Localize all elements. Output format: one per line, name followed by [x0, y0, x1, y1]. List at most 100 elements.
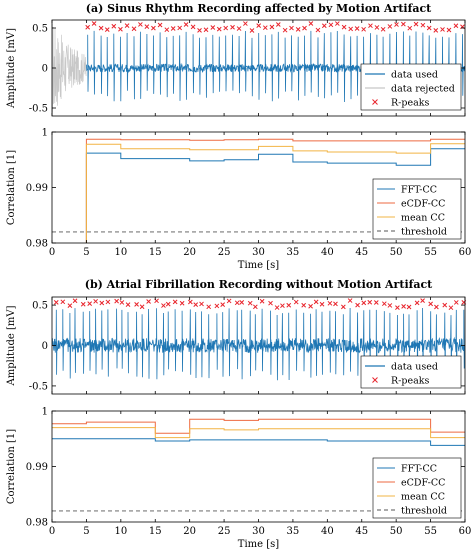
r-peak-marker — [105, 299, 111, 305]
r-peak-marker — [334, 21, 340, 26]
x-tick-label: 0 — [49, 526, 55, 537]
x-tick-label: 15 — [149, 526, 162, 537]
r-peak-marker — [203, 27, 209, 33]
x-tick-label: 15 — [149, 247, 162, 258]
legend: FFT-CC eCDF-CC mean CC threshold — [372, 178, 462, 240]
r-peak-marker — [453, 300, 459, 305]
series-fft-cc — [52, 438, 465, 446]
series-points — [51, 427, 466, 438]
r-peak-marker — [119, 300, 125, 305]
y-tick-label: 0.99 — [26, 183, 48, 194]
r-peak-marker — [315, 27, 321, 33]
y-axis-label: Correlation [1] — [6, 150, 17, 225]
x-tick-label: 60 — [459, 247, 472, 258]
x-tick-label: 30 — [252, 247, 265, 258]
legend: FFT-CC eCDF-CC mean CC threshold — [372, 457, 462, 519]
y-tick-label: 0 — [42, 64, 48, 75]
r-peak-marker — [165, 301, 171, 307]
r-peak-marker — [99, 300, 105, 306]
r-peak-marker — [442, 302, 448, 308]
r-peak-marker — [172, 299, 178, 305]
r-peak-marker — [354, 26, 360, 31]
x-tick-label: 10 — [114, 247, 127, 258]
r-peak-markers — [85, 21, 465, 33]
r-peak-marker — [131, 26, 137, 32]
r-peak-marker — [327, 300, 333, 306]
r-peak-marker — [433, 27, 439, 33]
x-tick-label: 55 — [424, 526, 437, 537]
x-axis-label: Time [s] — [238, 539, 279, 550]
x-tick-label: 20 — [183, 526, 196, 537]
legend-label: R-peaks — [391, 98, 429, 109]
r-peak-marker — [302, 25, 307, 31]
x-tick-label: 10 — [114, 526, 127, 537]
legend-marker-r-peaks — [372, 99, 378, 105]
r-peak-marker — [67, 303, 73, 308]
legend-label: R-peaks — [391, 376, 429, 387]
r-peak-marker — [340, 304, 346, 310]
y-tick-label: 0.5 — [32, 301, 48, 312]
y-tick-label: 0.5 — [32, 24, 48, 35]
r-peak-marker — [274, 305, 280, 310]
r-peak-marker — [367, 299, 373, 305]
r-peak-marker — [373, 300, 379, 305]
y-tick-label: 0.98 — [26, 239, 48, 250]
r-peak-marker — [308, 303, 313, 309]
r-peak-marker — [114, 298, 119, 304]
x-tick-label: 45 — [355, 247, 368, 258]
x-axis-label: Time [s] — [238, 260, 279, 271]
r-peak-marker — [295, 26, 301, 32]
legend-label: threshold — [401, 506, 447, 517]
series-ecdf-cc — [85, 138, 465, 243]
x-tick-label: 20 — [183, 247, 196, 258]
r-peak-marker — [395, 305, 400, 310]
r-peak-marker — [252, 304, 258, 310]
r-peak-marker — [216, 26, 222, 32]
series-data-used — [51, 307, 465, 381]
x-tick-label: 35 — [287, 526, 300, 537]
series-data-rejected — [51, 23, 87, 113]
r-peak-marker — [289, 25, 294, 31]
r-peak-marker — [394, 22, 399, 27]
r-peak-marker — [420, 298, 425, 303]
legend-label: FFT-CC — [401, 464, 437, 475]
x-tick-label: 30 — [252, 526, 265, 537]
r-peak-marker — [401, 21, 406, 27]
r-peak-marker — [197, 27, 202, 33]
r-peak-marker — [164, 27, 170, 33]
r-peak-marker — [380, 26, 386, 32]
legend-marker-r-peaks — [372, 377, 378, 383]
chart-title: (b) Atrial Fibrillation Recording withou… — [85, 278, 433, 291]
r-peak-marker — [151, 25, 156, 31]
r-peak-marker — [428, 301, 434, 307]
r-peak-marker — [406, 304, 412, 310]
r-peak-marker — [118, 26, 123, 32]
legend-label: mean CC — [401, 213, 445, 224]
series-ecdf-cc — [52, 418, 465, 434]
r-peak-marker — [414, 300, 420, 306]
r-peak-marker — [328, 22, 334, 28]
legend-box — [360, 63, 462, 111]
r-peak-marker — [453, 23, 459, 29]
r-peak-marker — [259, 298, 265, 304]
r-peak-marker — [286, 302, 292, 308]
y-axis-label: Amplitude [mV] — [6, 28, 17, 109]
r-peak-marker — [361, 26, 367, 32]
r-peak-marker — [183, 22, 189, 27]
legend: data used R-peaks — [360, 355, 462, 389]
x-tick-label: 60 — [459, 526, 472, 537]
r-peak-marker — [104, 27, 110, 32]
r-peak-marker — [187, 299, 193, 305]
r-peak-marker — [234, 300, 240, 306]
r-peak-marker — [446, 27, 452, 33]
r-peak-marker — [91, 21, 97, 26]
r-peak-marker — [220, 302, 226, 307]
r-peak-marker — [80, 301, 86, 307]
y-tick-label: 0.98 — [26, 518, 48, 529]
legend-label: threshold — [401, 227, 447, 238]
x-tick-label: 5 — [83, 247, 89, 258]
r-peak-marker — [387, 24, 393, 29]
r-peak-marker — [85, 24, 91, 30]
r-peak-marker — [138, 22, 143, 27]
